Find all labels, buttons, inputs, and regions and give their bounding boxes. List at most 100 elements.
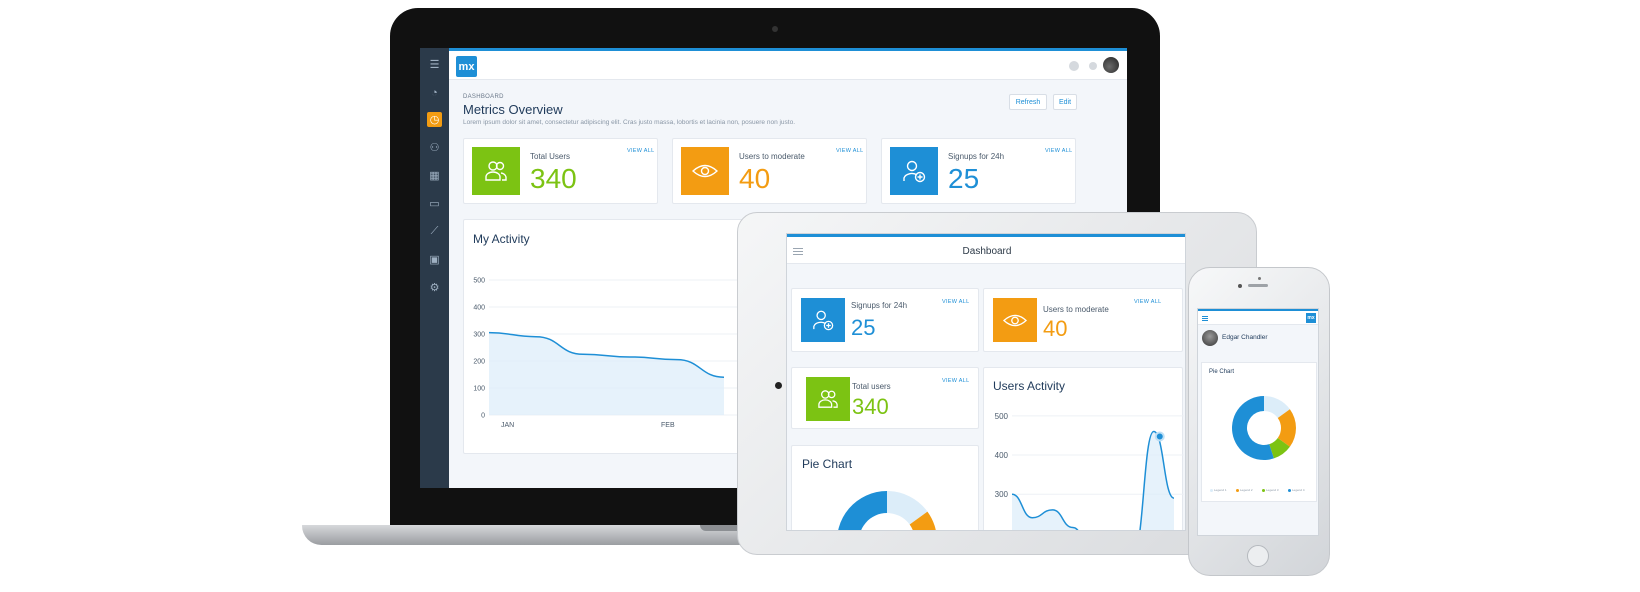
x-tick-label: JAN xyxy=(501,422,514,429)
eye-icon xyxy=(993,298,1037,342)
total-users-card: Total Users VIEW ALL 340 xyxy=(463,138,658,204)
tablet-title: Dashboard xyxy=(962,246,1012,257)
card-label: Total Users xyxy=(530,152,571,161)
phone-screen: mx Edgar Chandler Pie Chart Legend 1 Leg… xyxy=(1197,308,1319,536)
legend-item: Legend 2 xyxy=(1236,488,1253,492)
y-tick-label: 400 xyxy=(473,305,485,312)
y-tick-label: 500 xyxy=(473,278,485,285)
line-chart-icon[interactable]: ⟋ xyxy=(430,225,439,237)
mx-logo[interactable]: mx xyxy=(456,56,477,77)
phone-speaker xyxy=(1248,284,1268,287)
signups-card: Signups for 24h VIEW ALL 25 xyxy=(791,288,979,352)
y-tick-label: 200 xyxy=(995,529,1009,531)
pie-chart-title: Pie Chart xyxy=(1209,369,1235,375)
card-value: 40 xyxy=(739,163,771,194)
clock-icon[interactable]: ◷ xyxy=(427,112,442,127)
y-tick-label: 300 xyxy=(995,490,1009,499)
activity-chart: 0 100 200 300 400 500 JAN FEB xyxy=(473,278,764,429)
avatar[interactable] xyxy=(1202,330,1218,346)
card-value: 40 xyxy=(1043,316,1068,341)
menu-icon[interactable] xyxy=(793,248,803,255)
view-all-link[interactable]: VIEW ALL xyxy=(942,299,970,305)
legend-item: Legend 4 xyxy=(1288,488,1305,492)
page-description: Lorem ipsum dolor sit amet, consectetur … xyxy=(463,119,796,126)
breadcrumb[interactable]: DASHBOARD xyxy=(463,94,504,100)
top-bar: mx xyxy=(449,48,1127,80)
monitor-chart-icon[interactable]: ▣ xyxy=(429,254,440,266)
card-value: 340 xyxy=(852,394,889,419)
pie-chart-card: Pie Chart xyxy=(791,445,979,530)
legend-item: Legend 3 xyxy=(1262,488,1279,492)
eye-icon xyxy=(681,147,729,195)
card-label: Users to moderate xyxy=(1043,305,1109,314)
x-tick-label: FEB xyxy=(661,422,675,429)
home-button[interactable] xyxy=(1247,545,1269,567)
y-tick-label: 200 xyxy=(473,359,485,366)
user-add-icon xyxy=(801,298,845,342)
menu-icon[interactable] xyxy=(1202,316,1208,321)
card-label: Total users xyxy=(852,382,891,391)
phone-pie-chart xyxy=(1232,396,1296,460)
activity-area xyxy=(489,332,724,415)
users-icon xyxy=(472,147,520,195)
refresh-button[interactable]: Refresh xyxy=(1009,94,1047,110)
view-all-link[interactable]: VIEW ALL xyxy=(1045,148,1073,154)
users-icon xyxy=(806,377,850,421)
pie-slice xyxy=(1269,437,1290,459)
activity-line xyxy=(1011,430,1175,530)
users-activity-title: Users Activity xyxy=(993,379,1066,393)
view-all-link[interactable]: VIEW ALL xyxy=(1134,299,1162,305)
tablet-screen: Dashboard Signups for 24h VIEW ALL 25 Us… xyxy=(786,233,1186,531)
pie-slice xyxy=(909,511,936,530)
view-all-link[interactable]: VIEW ALL xyxy=(942,378,970,384)
pie-slice xyxy=(1277,409,1296,447)
calendar-icon[interactable]: ▦ xyxy=(429,170,440,182)
card-label: Signups for 24h xyxy=(948,152,1005,161)
pie-slice xyxy=(1264,396,1290,419)
card-value: 25 xyxy=(851,315,876,340)
pie-slice xyxy=(887,491,928,525)
legend-item: Legend 1 xyxy=(1210,488,1227,492)
activity-title: My Activity xyxy=(473,232,530,246)
phone-sensor xyxy=(1258,277,1261,280)
card-label: Signups for 24h xyxy=(851,301,908,310)
laptop-camera xyxy=(772,26,778,32)
user-add-icon xyxy=(890,147,938,195)
tablet-camera xyxy=(775,382,782,389)
signups-card: Signups for 24h VIEW ALL 25 xyxy=(881,138,1076,204)
pie-slice xyxy=(1232,396,1274,460)
users-activity-chart: 200 300 400 500 xyxy=(995,412,1184,531)
phone-top-bar: mx xyxy=(1198,309,1318,325)
users-settings-icon[interactable]: ⚇ xyxy=(429,142,440,154)
id-card-icon[interactable]: ▭ xyxy=(429,198,440,210)
tablet-top-bar: Dashboard xyxy=(787,234,1185,264)
view-all-link[interactable]: VIEW ALL xyxy=(836,148,864,154)
gear-icon[interactable]: ⚙ xyxy=(429,282,440,294)
activity-area xyxy=(1012,431,1174,530)
card-value: 340 xyxy=(530,163,577,194)
highlight-point xyxy=(1154,431,1165,442)
avatar[interactable] xyxy=(1103,57,1119,73)
speedometer-icon[interactable]: ◔ xyxy=(431,86,438,99)
page-title: Metrics Overview xyxy=(463,102,563,117)
pie-slice xyxy=(838,491,887,530)
users-to-moderate-card: Users to moderate VIEW ALL 40 xyxy=(983,288,1183,352)
menu-icon[interactable]: ☰ xyxy=(429,59,440,71)
pie-chart-card: Pie Chart Legend 1 Legend 2 Legend 3 Leg… xyxy=(1201,362,1317,502)
user-name: Edgar Chandler xyxy=(1222,334,1268,341)
activity-line xyxy=(488,331,725,378)
y-tick-label: 100 xyxy=(473,386,485,393)
total-users-card: Total users VIEW ALL 340 xyxy=(791,367,979,429)
bell-icon[interactable] xyxy=(1089,62,1097,70)
edit-button[interactable]: Edit xyxy=(1053,94,1077,110)
y-tick-label: 300 xyxy=(473,332,485,339)
status-icon[interactable] xyxy=(1069,61,1079,71)
sidebar: ☰ ◔ ◷ ⚇ ▦ ▭ ⟋ ▣ ⚙ xyxy=(420,48,449,488)
phone-camera xyxy=(1238,284,1242,288)
users-to-moderate-card: Users to moderate VIEW ALL 40 xyxy=(672,138,867,204)
mx-logo[interactable]: mx xyxy=(1306,313,1316,323)
users-activity-card: Users Activity 200 300 400 500 xyxy=(983,367,1184,531)
card-value: 25 xyxy=(948,163,980,194)
view-all-link[interactable]: VIEW ALL xyxy=(627,148,655,154)
tablet-pie-chart xyxy=(838,491,936,530)
